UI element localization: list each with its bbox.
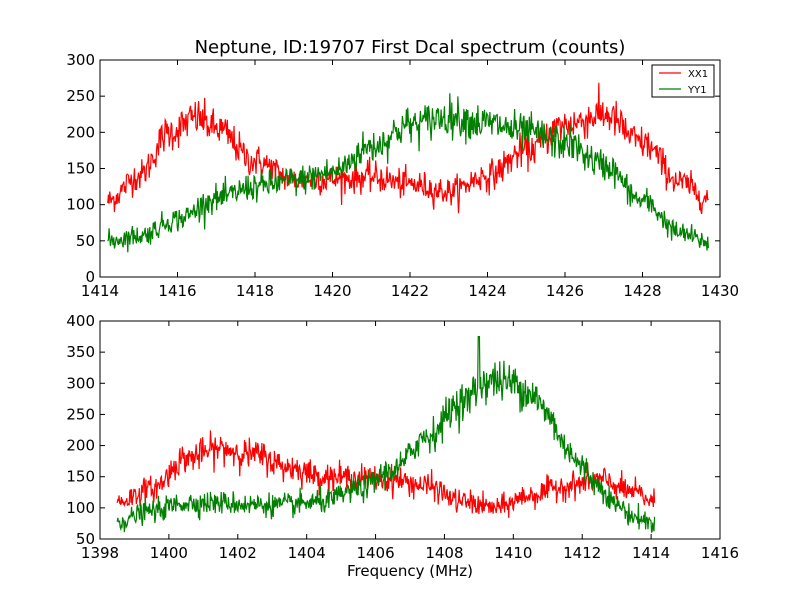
y-tick-label: 300: [66, 374, 95, 392]
legend-box: [651, 64, 715, 98]
x-tick-label: 1416: [701, 544, 739, 562]
x-tick-label: 1402: [219, 544, 257, 562]
y-tick-label: 50: [76, 232, 95, 250]
bottom-plot-series-group: [116, 335, 656, 533]
x-tick-label: 1420: [313, 282, 351, 300]
y-tick-label: 250: [66, 87, 95, 105]
x-tick-label: 1410: [494, 544, 532, 562]
x-tick-label: 1426: [546, 282, 584, 300]
y-tick-label: 300: [66, 51, 95, 69]
series-line-xx1-bottom: [116, 430, 656, 518]
legend-label-yy1: YY1: [687, 85, 707, 96]
legend-label-xx1: XX1: [688, 69, 708, 80]
x-tick-label: 1414: [632, 544, 670, 562]
top-plot-series-group: [107, 82, 709, 253]
y-tick-label: 100: [66, 196, 95, 214]
y-tick-label: 50: [76, 530, 95, 548]
x-tick-label: 1428: [623, 282, 661, 300]
y-tick-label: 0: [85, 268, 95, 286]
x-tick-label: 1414: [81, 282, 119, 300]
x-tick-label: 1430: [701, 282, 739, 300]
x-tick-label: 1418: [236, 282, 274, 300]
x-tick-label: 1400: [150, 544, 188, 562]
series-line-yy1-top: [107, 93, 709, 253]
top-plot-title: Neptune, ID:19707 First Dcal spectrum (c…: [195, 37, 626, 58]
x-tick-label: 1422: [391, 282, 429, 300]
series-line-yy1-bottom: [116, 335, 656, 533]
x-tick-label: 1404: [288, 544, 326, 562]
y-tick-label: 200: [66, 123, 95, 141]
y-tick-label: 400: [66, 312, 95, 330]
series-line-xx1-top: [107, 82, 709, 215]
x-tick-label: 1398: [81, 544, 119, 562]
y-tick-label: 150: [66, 468, 95, 486]
x-tick-label: 1412: [563, 544, 601, 562]
y-tick-label: 200: [66, 437, 95, 455]
y-tick-label: 250: [66, 405, 95, 423]
x-tick-label: 1408: [425, 544, 463, 562]
top-plot: Neptune, ID:19707 First Dcal spectrum (c…: [66, 37, 739, 300]
top-plot-legend: XX1 YY1: [651, 64, 715, 98]
x-tick-label: 1416: [158, 282, 196, 300]
y-tick-label: 350: [66, 343, 95, 361]
bottom-plot-ticks: 1398 1400 1402 1404 1406 1408 1410 1412 1414 1416…: [66, 312, 739, 562]
bottom-plot: 1398 1400 1402 1404 1406 1408 1410 1412 1414 1416…: [66, 312, 739, 580]
bottom-plot-frame: [99, 320, 721, 540]
y-tick-label: 150: [66, 160, 95, 178]
y-tick-label: 100: [66, 499, 95, 517]
x-tick-label: 1406: [356, 544, 394, 562]
x-tick-label: 1424: [468, 282, 506, 300]
top-plot-ticks: 1414 1416 1418 1420 1422 1424 1426 1428 1430 0 50 1…: [66, 51, 739, 300]
bottom-plot-x-axis-label: Frequency (MHz): [347, 562, 473, 580]
